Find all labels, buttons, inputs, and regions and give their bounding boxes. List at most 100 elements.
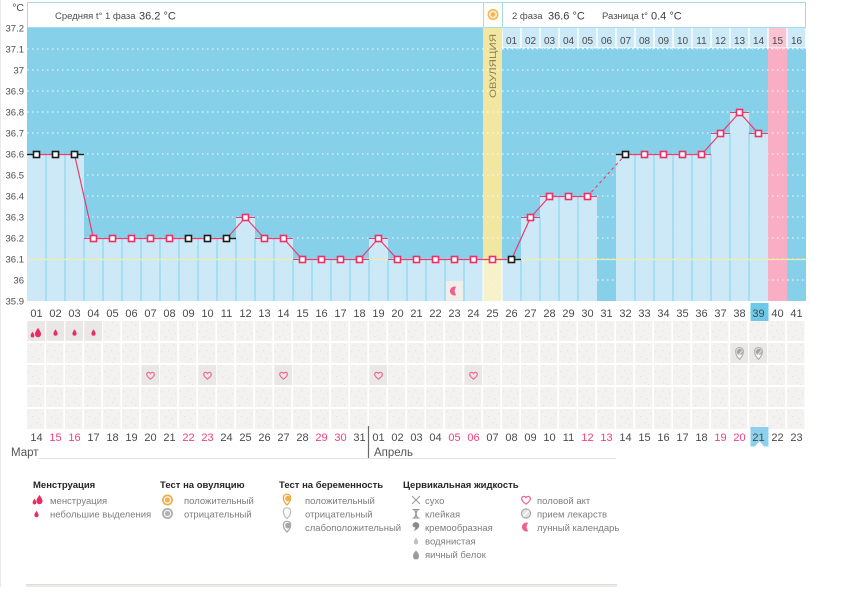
svg-text:01: 01 (30, 308, 42, 320)
svg-text:Цервикальная жидкость: Цервикальная жидкость (403, 480, 519, 491)
svg-text:30: 30 (334, 432, 346, 444)
svg-text:сухо: сухо (425, 496, 444, 507)
svg-text:12: 12 (581, 432, 593, 444)
svg-text:19: 19 (372, 308, 384, 320)
svg-text:14: 14 (619, 432, 631, 444)
svg-text:08: 08 (163, 308, 175, 320)
svg-text:16: 16 (68, 432, 80, 444)
svg-text:08: 08 (639, 36, 651, 47)
svg-text:36.9: 36.9 (6, 87, 25, 98)
svg-text:09: 09 (658, 36, 670, 47)
svg-text:12: 12 (239, 308, 251, 320)
svg-text:16: 16 (657, 432, 669, 444)
svg-text:22: 22 (182, 432, 194, 444)
svg-text:36.8: 36.8 (6, 108, 25, 119)
svg-text:40: 40 (771, 308, 783, 320)
svg-text:39: 39 (752, 308, 764, 320)
svg-text:25: 25 (486, 308, 498, 320)
svg-text:27: 27 (524, 308, 536, 320)
svg-text:35: 35 (676, 308, 688, 320)
svg-text:01: 01 (506, 36, 518, 47)
svg-text:06: 06 (601, 36, 613, 47)
svg-text:29: 29 (562, 308, 574, 320)
svg-text:09: 09 (182, 308, 194, 320)
svg-text:37.1: 37.1 (6, 45, 25, 56)
svg-text:небольшие выделения: небольшие выделения (50, 510, 151, 521)
svg-text:Менструация: Менструация (33, 480, 95, 491)
svg-text:36.3: 36.3 (6, 213, 25, 224)
svg-text:35.9: 35.9 (6, 297, 25, 308)
svg-text:36.2 °C: 36.2 °C (139, 11, 176, 23)
svg-text:11: 11 (563, 432, 574, 444)
svg-text:ОВУЛЯЦИЯ: ОВУЛЯЦИЯ (488, 34, 499, 98)
svg-text:28: 28 (296, 432, 308, 444)
svg-text:05: 05 (448, 432, 460, 444)
svg-text:отрицательный: отрицательный (184, 510, 252, 521)
svg-text:клейкая: клейкая (425, 510, 460, 521)
svg-text:26: 26 (505, 308, 517, 320)
svg-text:36.7: 36.7 (6, 129, 25, 140)
svg-text:04: 04 (87, 308, 99, 320)
svg-text:38: 38 (733, 308, 745, 320)
svg-text:19: 19 (125, 432, 137, 444)
svg-text:17: 17 (676, 432, 688, 444)
svg-text:19: 19 (714, 432, 726, 444)
svg-text:20: 20 (391, 308, 403, 320)
svg-text:17: 17 (334, 308, 346, 320)
svg-text:36: 36 (695, 308, 707, 320)
svg-text:11: 11 (696, 36, 707, 47)
svg-text:11: 11 (221, 308, 232, 320)
svg-text:29: 29 (315, 432, 327, 444)
svg-text:14: 14 (277, 308, 289, 320)
svg-text:яичный белок: яичный белок (425, 550, 487, 561)
svg-text:положительный: положительный (305, 496, 375, 507)
svg-text:17: 17 (87, 432, 99, 444)
svg-text:0.4 °C: 0.4 °C (651, 11, 682, 23)
svg-text:27: 27 (277, 432, 289, 444)
svg-text:02: 02 (49, 308, 61, 320)
svg-text:37: 37 (13, 66, 24, 77)
svg-text:24: 24 (220, 432, 232, 444)
svg-text:32: 32 (619, 308, 631, 320)
svg-text:04: 04 (563, 36, 575, 47)
svg-text:положительный: положительный (184, 496, 254, 507)
svg-text:10: 10 (201, 308, 213, 320)
svg-text:05: 05 (106, 308, 118, 320)
svg-text:31: 31 (353, 432, 365, 444)
svg-text:20: 20 (144, 432, 156, 444)
svg-text:Март: Март (11, 447, 39, 459)
svg-text:07: 07 (486, 432, 498, 444)
svg-text:половой акт: половой акт (537, 496, 591, 507)
svg-text:21: 21 (410, 308, 422, 320)
svg-text:12: 12 (715, 36, 727, 47)
svg-text:30: 30 (581, 308, 593, 320)
svg-text:15: 15 (296, 308, 308, 320)
svg-text:14: 14 (753, 36, 765, 47)
svg-text:13: 13 (734, 36, 746, 47)
svg-text:36: 36 (13, 276, 24, 287)
svg-text:Средняя t° 1 фаза: Средняя t° 1 фаза (55, 11, 136, 22)
svg-text:13: 13 (258, 308, 270, 320)
svg-text:Апрель: Апрель (374, 447, 413, 459)
svg-text:04: 04 (429, 432, 441, 444)
svg-text:36.4: 36.4 (6, 192, 25, 203)
svg-text:лунный календарь: лунный календарь (537, 523, 619, 534)
svg-text:22: 22 (771, 432, 783, 444)
svg-text:прием лекарств: прием лекарств (537, 510, 607, 521)
svg-text:36.1: 36.1 (6, 255, 25, 266)
svg-text:41: 41 (790, 308, 802, 320)
svg-text:06: 06 (125, 308, 137, 320)
svg-text:31: 31 (600, 308, 612, 320)
svg-text:14: 14 (30, 432, 42, 444)
svg-text:18: 18 (695, 432, 707, 444)
svg-text:15: 15 (772, 36, 784, 47)
svg-text:36.6 °C: 36.6 °C (548, 11, 585, 23)
svg-text:15: 15 (49, 432, 61, 444)
svg-text:23: 23 (790, 432, 802, 444)
svg-text:07: 07 (144, 308, 156, 320)
svg-text:23: 23 (201, 432, 213, 444)
svg-text:03: 03 (544, 36, 556, 47)
svg-text:21: 21 (163, 432, 175, 444)
svg-text:16: 16 (315, 308, 327, 320)
svg-text:02: 02 (391, 432, 403, 444)
